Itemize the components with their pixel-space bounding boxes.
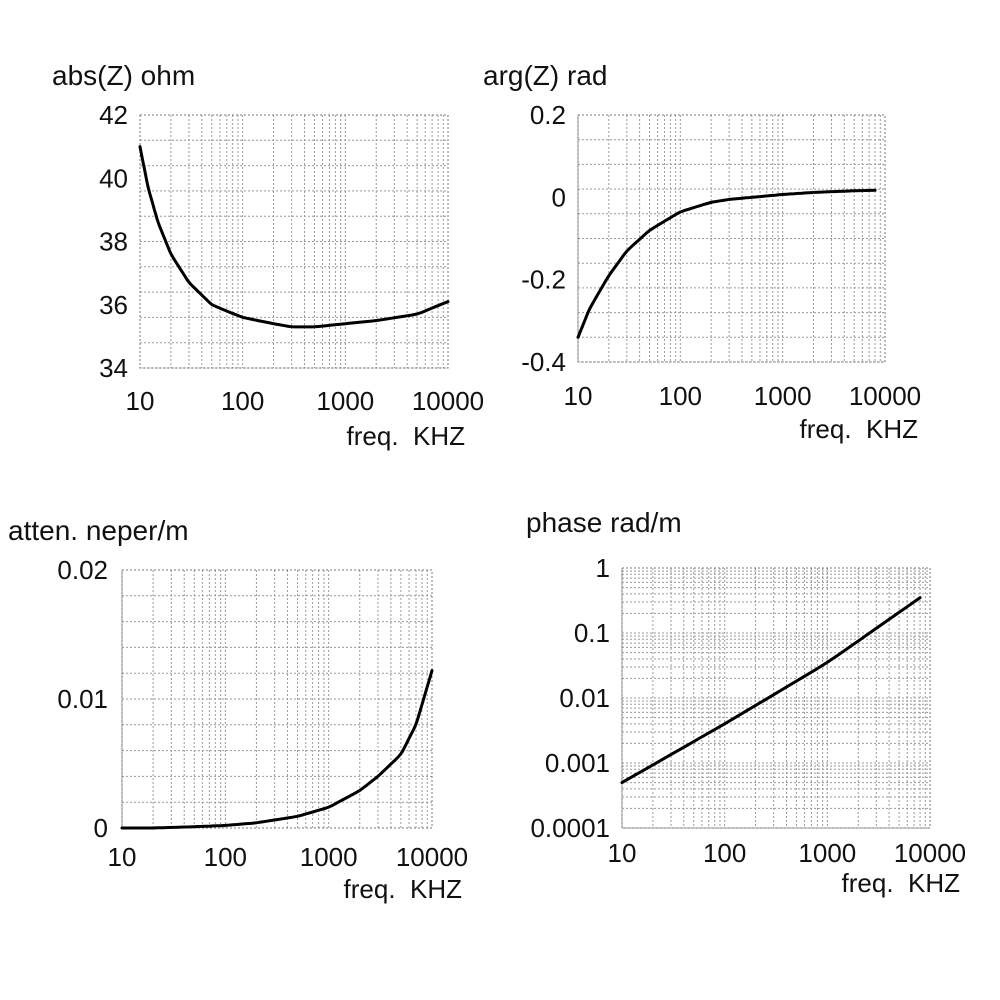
x-tick-label: 10 [608,838,637,868]
x-tick-labels: 10 100 1000 10000 [564,381,922,411]
y-tick-label: 36 [99,290,128,320]
x-tick-label: 10 [108,842,137,872]
series-line-1 [120,669,434,830]
x-tick-label: 1000 [300,842,358,872]
y-tick-label: 0.001 [545,748,610,778]
plot-frame [621,567,931,829]
chart-title: phase rad/m [526,507,682,538]
y-tick-label: 0.1 [574,618,610,648]
y-tick-labels: 1 0.1 0.01 0.001 0.0001 [530,553,610,843]
x-tick-label: 100 [221,386,264,416]
chart-title: arg(Z) rad [483,60,607,91]
x-tick-label: 10000 [412,386,484,416]
series-line-1 [620,596,922,785]
y-tick-label: 1 [596,553,610,583]
y-tick-labels: 34 36 38 40 42 [99,100,128,383]
series-line-1 [576,188,877,339]
chart-title: abs(Z) ohm [52,60,195,91]
x-tick-label: 1000 [754,381,812,411]
y-tick-labels: 0.02 0.01 0 [57,555,108,843]
x-tick-label: 10 [564,381,593,411]
grid [621,568,930,829]
chart-3: atten. neper/m 0.02 0.01 010 100 1000 10000fre… [8,515,468,904]
x-axis-label: freq. KHZ [344,874,463,904]
grid [139,114,448,369]
series-line-1 [138,145,450,329]
x-tick-labels: 10 100 1000 10000 [608,838,967,868]
grid [577,114,885,363]
y-tick-label: 42 [99,100,128,130]
plot-frame [139,114,449,369]
y-tick-label: 0 [552,182,566,212]
y-tick-label: -0.2 [521,265,566,295]
x-axis-label: freq. KHZ [842,868,961,898]
y-tick-label: 0.02 [57,555,108,585]
chart-1: abs(Z) ohm 34 36 38 40 42 10 100 1000 10000 freq. … [52,60,484,451]
x-axis-label: freq. KHZ [800,414,919,444]
y-tick-label: 34 [99,353,128,383]
x-tick-label: 1000 [798,838,856,868]
x-tick-labels: 10 100 1000 10000 [108,842,469,872]
grid [121,569,432,829]
chart-title: atten. neper/m [8,515,189,546]
x-tick-label: 10000 [894,838,966,868]
x-tick-label: 100 [659,381,702,411]
plot-frame [577,114,886,363]
y-tick-label: 0 [94,813,108,843]
x-axis-label: freq. KHZ [347,421,466,451]
x-tick-label: 100 [204,842,247,872]
chart-2: arg(Z) rad 0.2 0 -0.2 -0.4 10 100 1000 10000freq… [483,60,921,444]
x-tick-label: 10000 [849,381,921,411]
x-tick-labels: 10 100 1000 10000 [126,386,485,416]
x-tick-label: 10000 [396,842,468,872]
x-tick-label: 10 [126,386,155,416]
y-tick-labels: 0.2 0 -0.2 -0.4 [521,100,566,377]
y-tick-label: 0.2 [530,100,566,130]
plot-frame [121,569,433,829]
y-tick-label: 0.0001 [530,813,610,843]
y-tick-label: 40 [99,163,128,193]
y-tick-label: 0.01 [57,684,108,714]
x-tick-label: 100 [703,838,746,868]
y-tick-label: 0.01 [559,683,610,713]
x-tick-label: 1000 [316,386,374,416]
y-tick-label: 38 [99,227,128,257]
y-tick-label: -0.4 [521,347,566,377]
